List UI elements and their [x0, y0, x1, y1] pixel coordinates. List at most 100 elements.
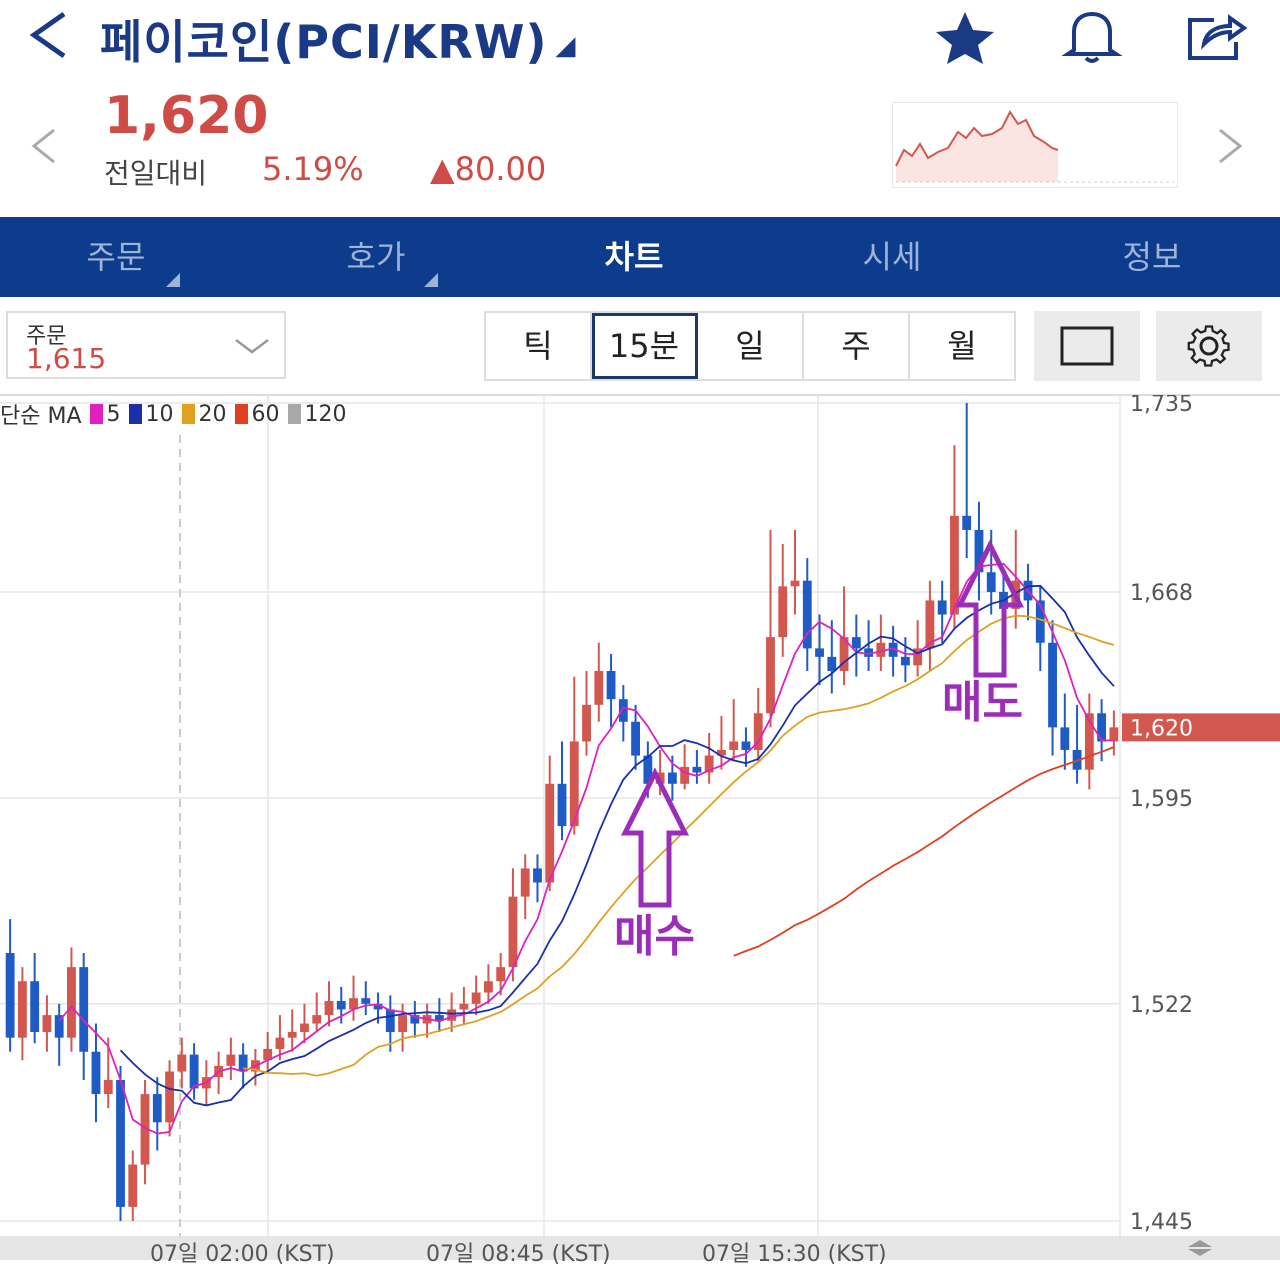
candle-body — [459, 1003, 469, 1010]
fullscreen-button[interactable] — [1034, 311, 1140, 381]
ma10-swatch — [128, 404, 142, 424]
candle-body — [152, 1094, 162, 1123]
tab-order[interactable]: 주문 — [26, 217, 206, 297]
candle-body — [937, 600, 947, 615]
candle-body — [300, 1023, 309, 1033]
candle-body — [30, 981, 40, 1033]
x-axis: 07일 02:00 (KST) 07일 08:45 (KST) 07일 15:3… — [0, 1236, 1280, 1267]
ma60-line — [733, 746, 1115, 957]
prev-icon[interactable] — [28, 126, 60, 166]
candle-body — [974, 529, 984, 573]
tab-quotes[interactable]: 시세 — [802, 217, 982, 297]
candle-body — [986, 572, 996, 592]
candle-body — [67, 967, 76, 1038]
candle-body — [790, 580, 800, 587]
next-icon[interactable] — [1214, 126, 1246, 166]
share-icon[interactable] — [1184, 8, 1250, 64]
tab-info[interactable]: 정보 — [1062, 217, 1242, 297]
square-icon — [1060, 326, 1114, 366]
candle-body — [618, 699, 628, 722]
candle-body — [373, 1003, 383, 1010]
ma20-label: 20 — [198, 401, 227, 427]
period-tick[interactable]: 틱 — [486, 313, 592, 379]
sell-annotation: 매도 — [942, 677, 1023, 728]
ma-legend: 단순 MA 5 10 20 60 120 — [0, 398, 347, 430]
candle-body — [17, 981, 27, 1038]
chevron-down-icon[interactable] — [232, 334, 272, 358]
candle-body — [508, 896, 518, 968]
candle-body — [5, 953, 15, 1038]
candle-body — [717, 749, 726, 756]
candle-body — [876, 642, 886, 657]
candle-body — [643, 755, 653, 784]
tab-bar: 주문 호가 차트 시세 정보 — [0, 217, 1280, 297]
ma5-swatch — [89, 404, 103, 424]
candle-body — [888, 642, 898, 657]
candle-body — [324, 1000, 334, 1016]
x-tick-label: 07일 08:45 (KST) — [426, 1242, 611, 1267]
candle-body — [520, 868, 530, 897]
tab-order-label: 주문 — [86, 238, 146, 276]
candle-body — [496, 967, 506, 982]
change-label: 전일대비 — [104, 157, 208, 190]
ma10-label: 10 — [145, 401, 174, 427]
candle-body — [398, 1015, 407, 1033]
current-price-label: 1,620 — [1130, 716, 1193, 741]
divider — [0, 394, 1280, 396]
change-amount: ▲80.00 — [430, 150, 547, 188]
ma10-line — [119, 584, 1115, 1107]
candle-body — [140, 1094, 150, 1165]
candle-body — [827, 656, 837, 671]
x-tick-label: 07일 15:30 (KST) — [702, 1242, 887, 1267]
candle-body — [851, 637, 861, 649]
candle-body — [815, 648, 824, 657]
candle-body — [533, 868, 542, 883]
ma-legend-prefix: 단순 MA — [0, 404, 82, 429]
candle-body — [594, 670, 604, 705]
tab-quotes-label: 시세 — [862, 238, 922, 276]
mini-chart[interactable] — [892, 102, 1178, 188]
settings-button[interactable] — [1156, 311, 1262, 381]
period-week[interactable]: 주 — [804, 313, 910, 379]
ma60-swatch — [234, 404, 248, 424]
title-dropdown-icon[interactable]: ◢ — [555, 30, 577, 61]
candle-body — [667, 772, 677, 784]
gear-icon — [1187, 325, 1230, 367]
tab-orderbook[interactable]: 호가 — [286, 217, 466, 297]
candle-body — [729, 741, 739, 750]
ma20-line — [243, 614, 1115, 1077]
candle-body — [312, 1015, 322, 1024]
candlestick-chart[interactable]: 1,735 1,668 1,595 1,522 1,445 1,620 매수 매도 — [0, 395, 1280, 1236]
candle-body — [802, 580, 812, 649]
y-tick-label: 1,668 — [1130, 581, 1193, 606]
candle-body — [385, 1009, 395, 1033]
candle-body — [1084, 713, 1094, 770]
bell-icon[interactable] — [1060, 8, 1124, 64]
candle-body — [704, 755, 714, 773]
back-icon[interactable] — [24, 10, 72, 60]
candle-body — [569, 741, 579, 827]
candle-body — [557, 783, 567, 827]
candle-body — [864, 648, 874, 657]
order-type-select[interactable] — [6, 311, 286, 379]
candle-body — [913, 648, 923, 666]
candle-body — [79, 967, 89, 1052]
tab-chart[interactable]: 차트 — [544, 217, 724, 297]
order-select-label: 주문 — [26, 324, 67, 349]
candle-body — [1097, 713, 1107, 742]
candle-body — [287, 1032, 297, 1038]
candle-body — [1072, 749, 1082, 770]
candle-body — [1109, 727, 1119, 742]
period-15min[interactable]: 15분 — [592, 313, 698, 379]
candle-body — [484, 981, 493, 993]
star-icon[interactable] — [930, 10, 1000, 64]
scroll-handle-icon[interactable] — [1184, 1238, 1216, 1258]
candle-body — [189, 1054, 199, 1089]
y-tick-label: 1,522 — [1130, 993, 1193, 1018]
period-month[interactable]: 월 — [947, 327, 977, 365]
tab-orderbook-label: 호가 — [346, 238, 406, 276]
candle-body — [766, 637, 775, 714]
page-title[interactable]: 페이코인(PCI/KRW) ◢ — [100, 6, 577, 72]
candle-body — [582, 704, 591, 742]
period-day[interactable]: 일 — [698, 313, 804, 379]
